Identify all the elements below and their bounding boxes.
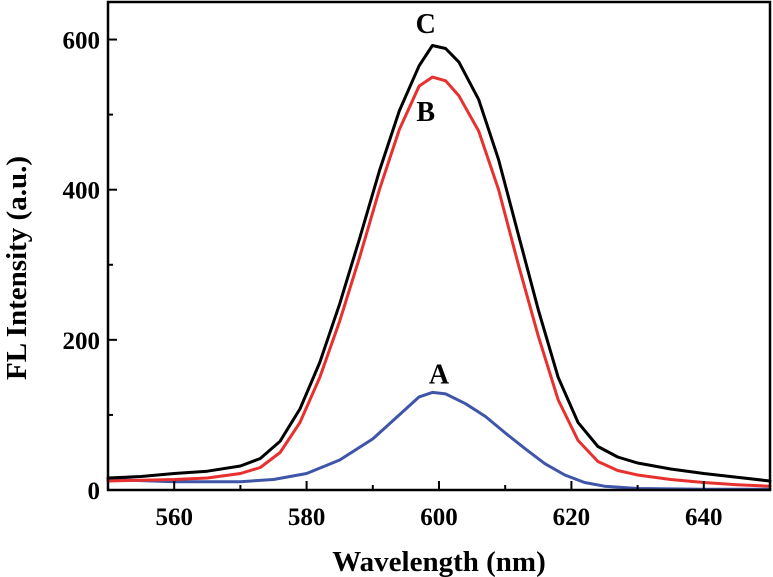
y-axis-title: FL Intensity (a.u.) — [1, 156, 33, 380]
curve-label-c: C — [416, 9, 436, 40]
y-axis-ticks: 0 200 400 600 — [63, 28, 117, 505]
series-curves — [106, 44, 772, 491]
plot-frame — [106, 0, 772, 492]
x-axis-title: Wavelength (nm) — [332, 546, 545, 577]
y-tick-label: 600 — [63, 28, 101, 55]
y-tick-label: 0 — [88, 478, 101, 505]
curve-label-a: A — [429, 360, 450, 391]
series-line-a — [106, 390, 772, 491]
x-tick-label: 620 — [553, 504, 591, 531]
x-axis-ticks: 560 580 600 620 640 — [107, 481, 771, 531]
x-tick-label: 560 — [155, 504, 193, 531]
y-tick-label: 200 — [63, 328, 101, 355]
x-tick-label: 640 — [685, 504, 723, 531]
y-tick-label: 400 — [63, 178, 101, 205]
series-line-b — [106, 75, 772, 488]
curve-label-b: B — [416, 97, 435, 128]
curve-annotations: A B C — [416, 9, 450, 391]
x-tick-label: 580 — [288, 504, 326, 531]
x-tick-label: 600 — [420, 504, 458, 531]
series-line-c — [106, 44, 772, 483]
